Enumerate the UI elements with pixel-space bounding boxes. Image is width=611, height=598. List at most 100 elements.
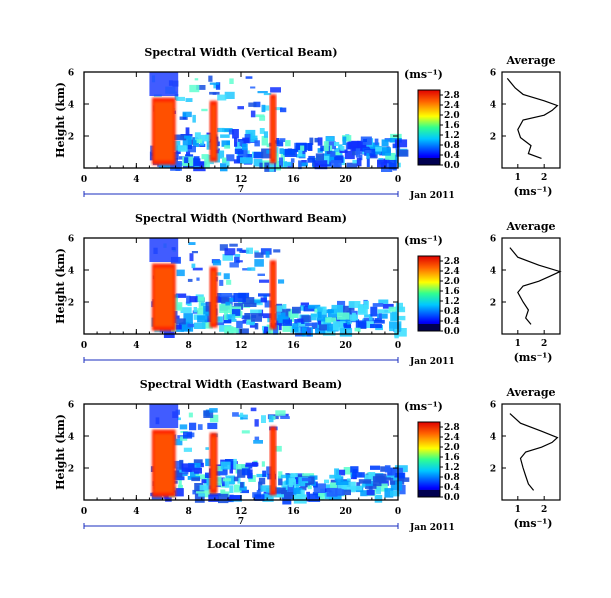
heatmap-cell (308, 155, 315, 160)
heatmap-cell (232, 412, 239, 417)
heatmap-cell (217, 470, 227, 476)
heatmap-cell (243, 302, 257, 307)
heatmap-cell (305, 322, 317, 327)
heatmap-cell (383, 158, 390, 163)
heatmap-cell (358, 304, 368, 315)
heatmap-cell (219, 279, 224, 286)
colorbar-label: 2.4 (444, 101, 460, 111)
heatmap-cell (201, 108, 208, 112)
heatmap-cell (273, 305, 283, 312)
heatmap-cell (280, 490, 288, 495)
heatmap-cell (352, 159, 359, 164)
heatmap-cell (305, 483, 310, 488)
heatmap-cell (196, 85, 206, 90)
heatmap-cell (336, 469, 346, 476)
heatmap-cell (372, 476, 382, 487)
heatmap-cell (226, 154, 235, 162)
heatmap-cell (248, 102, 257, 107)
heatmap-cell (348, 301, 361, 308)
heatmap-cell (292, 323, 299, 332)
colorbar-label: 0.4 (444, 151, 460, 161)
heatmap-cell (193, 307, 198, 313)
heatmap-cell (194, 493, 205, 503)
heatmap-cell (298, 160, 302, 170)
heatmap-cell (315, 328, 326, 334)
heatmap-cell (317, 320, 322, 325)
colorbar-label: 2.4 (444, 267, 460, 277)
heatmap-cell (183, 431, 193, 439)
heatmap-cell (233, 293, 246, 303)
heatmap-cell (189, 84, 200, 93)
heatmap-cell (224, 248, 236, 256)
heatmap-cell (384, 465, 391, 473)
heatmap-cell (208, 75, 213, 82)
colorbar-label: 2.0 (444, 111, 460, 121)
heatmap-cell (257, 273, 265, 276)
heatmap-cell (261, 104, 266, 113)
average-y-tick-label: 2 (490, 133, 496, 143)
heatmap-cell (217, 94, 227, 101)
heatmap-cell (236, 328, 249, 335)
heatmap-cell (329, 155, 343, 162)
average-frame (501, 237, 561, 335)
heatmap-cell (229, 243, 238, 247)
heatmap-cell (187, 278, 193, 282)
heatmap (149, 404, 410, 505)
heatmap-cell (242, 250, 246, 253)
heatmap-cell (172, 302, 183, 311)
heatmap-cell (194, 161, 207, 166)
heatmap-cell (189, 253, 194, 262)
x-tick-label: 16 (287, 341, 300, 351)
heatmap-cell (219, 478, 225, 484)
heatmap-cell (220, 295, 230, 303)
heatmap-cell (222, 254, 234, 261)
heatmap-cell (222, 478, 232, 482)
heatmap-cell (178, 145, 188, 152)
heatmap-cell (363, 300, 369, 310)
heatmap-upper-block (149, 238, 179, 262)
heatmap-cell (283, 486, 290, 491)
heatmap-cell (224, 479, 230, 488)
y-tick-label: 6 (68, 401, 74, 411)
heatmap-cell (228, 495, 241, 501)
heatmap-cell (228, 129, 234, 135)
heatmap-cell (366, 158, 370, 167)
heatmap-cell (278, 471, 283, 479)
heatmap-cell (191, 477, 201, 482)
heatmap-cell (379, 480, 389, 486)
y-axis-label: Height (km) (54, 414, 67, 490)
heatmap-cell (266, 466, 274, 475)
heatmap-cell (340, 317, 346, 325)
average-x-tick-label: 2 (541, 505, 547, 515)
heatmap-cell (299, 305, 305, 311)
heatmap-cell (374, 495, 383, 503)
heatmap-cell (220, 163, 228, 172)
heatmap-cell (254, 140, 260, 147)
heatmap-cell (359, 154, 363, 161)
heatmap-cell (188, 412, 193, 418)
heatmap-cell (378, 299, 389, 304)
date-suffix: Jan 2011 (409, 523, 455, 533)
heatmap-cell (273, 107, 283, 111)
heatmap-cell (325, 317, 337, 323)
heatmap-cell (205, 447, 209, 450)
x-tick-label: 8 (186, 507, 192, 517)
heatmap-cell (220, 489, 226, 494)
heatmap-cell (215, 322, 225, 326)
heatmap-cell (370, 324, 382, 329)
heatmap-cell (183, 447, 192, 452)
heatmap-cell (314, 160, 328, 170)
date-suffix: Jan 2011 (409, 191, 455, 201)
heatmap-cell (280, 308, 291, 319)
heatmap-cell (263, 93, 272, 96)
heatmap-cell (192, 267, 203, 271)
heatmap-cell (258, 477, 266, 485)
colorbar-low (418, 490, 440, 497)
heatmap-cell (366, 489, 375, 496)
heatmap-cell (188, 242, 196, 245)
heatmap-cell (196, 139, 203, 144)
heatmap-cell (340, 146, 345, 151)
heatmap-cell (351, 472, 365, 478)
colorbar-frame (417, 89, 441, 166)
heatmap-cell (354, 327, 361, 332)
